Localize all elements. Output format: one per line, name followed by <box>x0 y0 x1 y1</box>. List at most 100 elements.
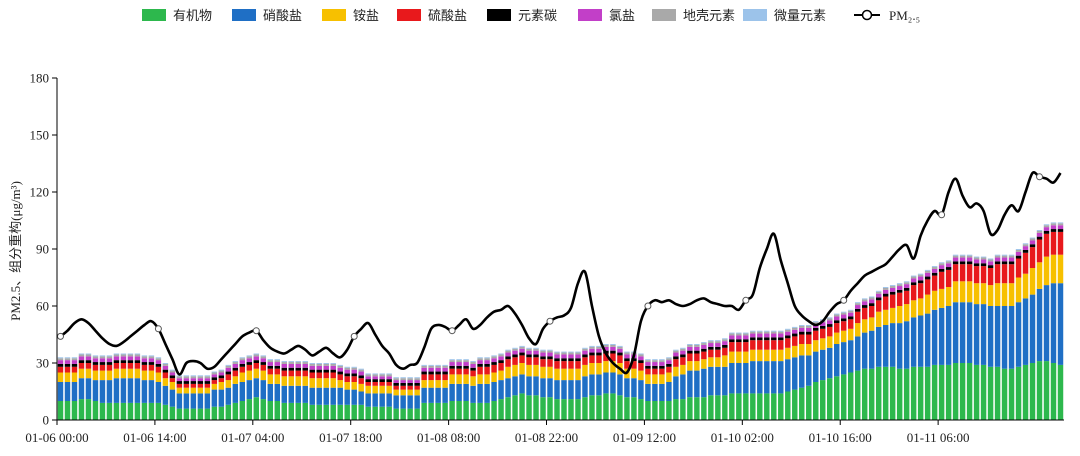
bar-segment <box>281 402 287 420</box>
bar-segment <box>155 357 162 359</box>
bar-segment <box>295 367 301 371</box>
bar-segment <box>267 383 274 401</box>
bar-segment <box>498 380 504 400</box>
bar-segment <box>966 261 973 265</box>
bar-segment <box>148 362 155 365</box>
bar-segment <box>386 382 392 386</box>
bar-segment <box>952 257 959 262</box>
bar-segment <box>924 272 931 277</box>
bar-segment <box>113 368 120 379</box>
bar-segment <box>785 391 791 420</box>
bar-segment <box>680 364 686 375</box>
bar-segment <box>113 353 120 355</box>
bar-segment <box>785 338 791 348</box>
bar-segment <box>987 285 994 306</box>
bar-segment <box>1015 277 1022 303</box>
bar-segment <box>603 393 609 420</box>
bar-segment <box>966 281 973 303</box>
bar-segment <box>652 360 658 363</box>
bar-segment <box>449 360 455 363</box>
bar-segment <box>868 303 875 306</box>
bar-segment <box>673 399 679 420</box>
bar-segment <box>596 348 602 353</box>
bar-segment <box>260 358 267 363</box>
bar-segment <box>596 345 602 347</box>
bar-segment <box>701 342 707 344</box>
bar-segment <box>351 373 357 377</box>
x-tick-label: 01-07 18:00 <box>319 430 382 445</box>
bar-segment <box>505 356 511 360</box>
bar-segment <box>407 395 413 409</box>
bar-segment <box>498 356 504 361</box>
bar-segment <box>910 300 917 318</box>
bar-segment <box>903 368 910 420</box>
bar-segment <box>260 362 267 365</box>
bar-segment <box>680 350 686 355</box>
bar-segment <box>827 320 833 325</box>
bar-segment <box>966 257 973 262</box>
bar-segment <box>449 374 455 384</box>
bar-segment <box>673 359 679 367</box>
bar-segment <box>827 326 833 337</box>
bar-segment <box>253 378 260 398</box>
bar-segment <box>337 380 343 388</box>
bar-segment <box>820 328 826 339</box>
bar-segment <box>400 378 406 381</box>
bar-segment <box>337 374 343 381</box>
bar-segment <box>729 332 735 334</box>
bar-segment <box>673 366 679 377</box>
bar-segment <box>512 357 518 365</box>
bar-segment <box>694 361 700 371</box>
bar-segment <box>316 372 322 379</box>
bar-segment <box>176 393 183 409</box>
bar-segment <box>435 367 441 372</box>
bar-segment <box>896 284 903 287</box>
bar-segment <box>302 385 308 403</box>
bar-segment <box>687 346 693 351</box>
bar-segment <box>834 314 840 317</box>
bar-segment <box>799 355 805 388</box>
bar-segment <box>302 376 308 386</box>
bar-segment <box>127 354 134 357</box>
bar-segment <box>889 287 896 292</box>
bar-segment <box>701 348 707 352</box>
bar-segment <box>917 274 924 277</box>
bar-segment <box>260 399 267 420</box>
bar-segment <box>302 363 308 368</box>
bar-segment <box>694 344 700 345</box>
bar-segment <box>393 382 399 386</box>
legend-label-3: 硫酸盐 <box>428 8 467 23</box>
bar-segment <box>253 368 260 379</box>
bar-segment <box>806 327 812 332</box>
bar-segment <box>113 356 120 361</box>
bar-segment <box>134 356 141 361</box>
bar-segment <box>533 354 539 358</box>
bar-segment <box>393 408 399 420</box>
bar-segment <box>568 354 574 359</box>
pm25-marker <box>448 327 456 335</box>
bar-segment <box>218 369 225 371</box>
bar-segment <box>750 331 756 334</box>
bar-segment <box>162 365 169 370</box>
bar-segment <box>372 385 378 394</box>
bar-segment <box>736 333 742 336</box>
bar-segment <box>344 382 350 390</box>
bar-segment <box>959 257 966 262</box>
bar-segment <box>554 358 560 362</box>
bar-segment <box>1043 233 1050 257</box>
bar-segment <box>994 366 1001 420</box>
bar-segment <box>463 401 469 420</box>
bar-segment <box>834 344 840 377</box>
bar-segment <box>344 389 350 405</box>
bar-segment <box>673 376 679 400</box>
bar-segment <box>764 393 770 420</box>
bar-segment <box>351 404 357 420</box>
bar-segment <box>722 344 728 348</box>
bar-segment <box>945 269 952 287</box>
bar-segment <box>1015 255 1022 259</box>
bar-segment <box>78 360 85 363</box>
bar-segment <box>582 376 588 398</box>
bar-segment <box>729 351 735 363</box>
bar-segment <box>421 365 427 368</box>
bar-segment <box>204 383 211 388</box>
